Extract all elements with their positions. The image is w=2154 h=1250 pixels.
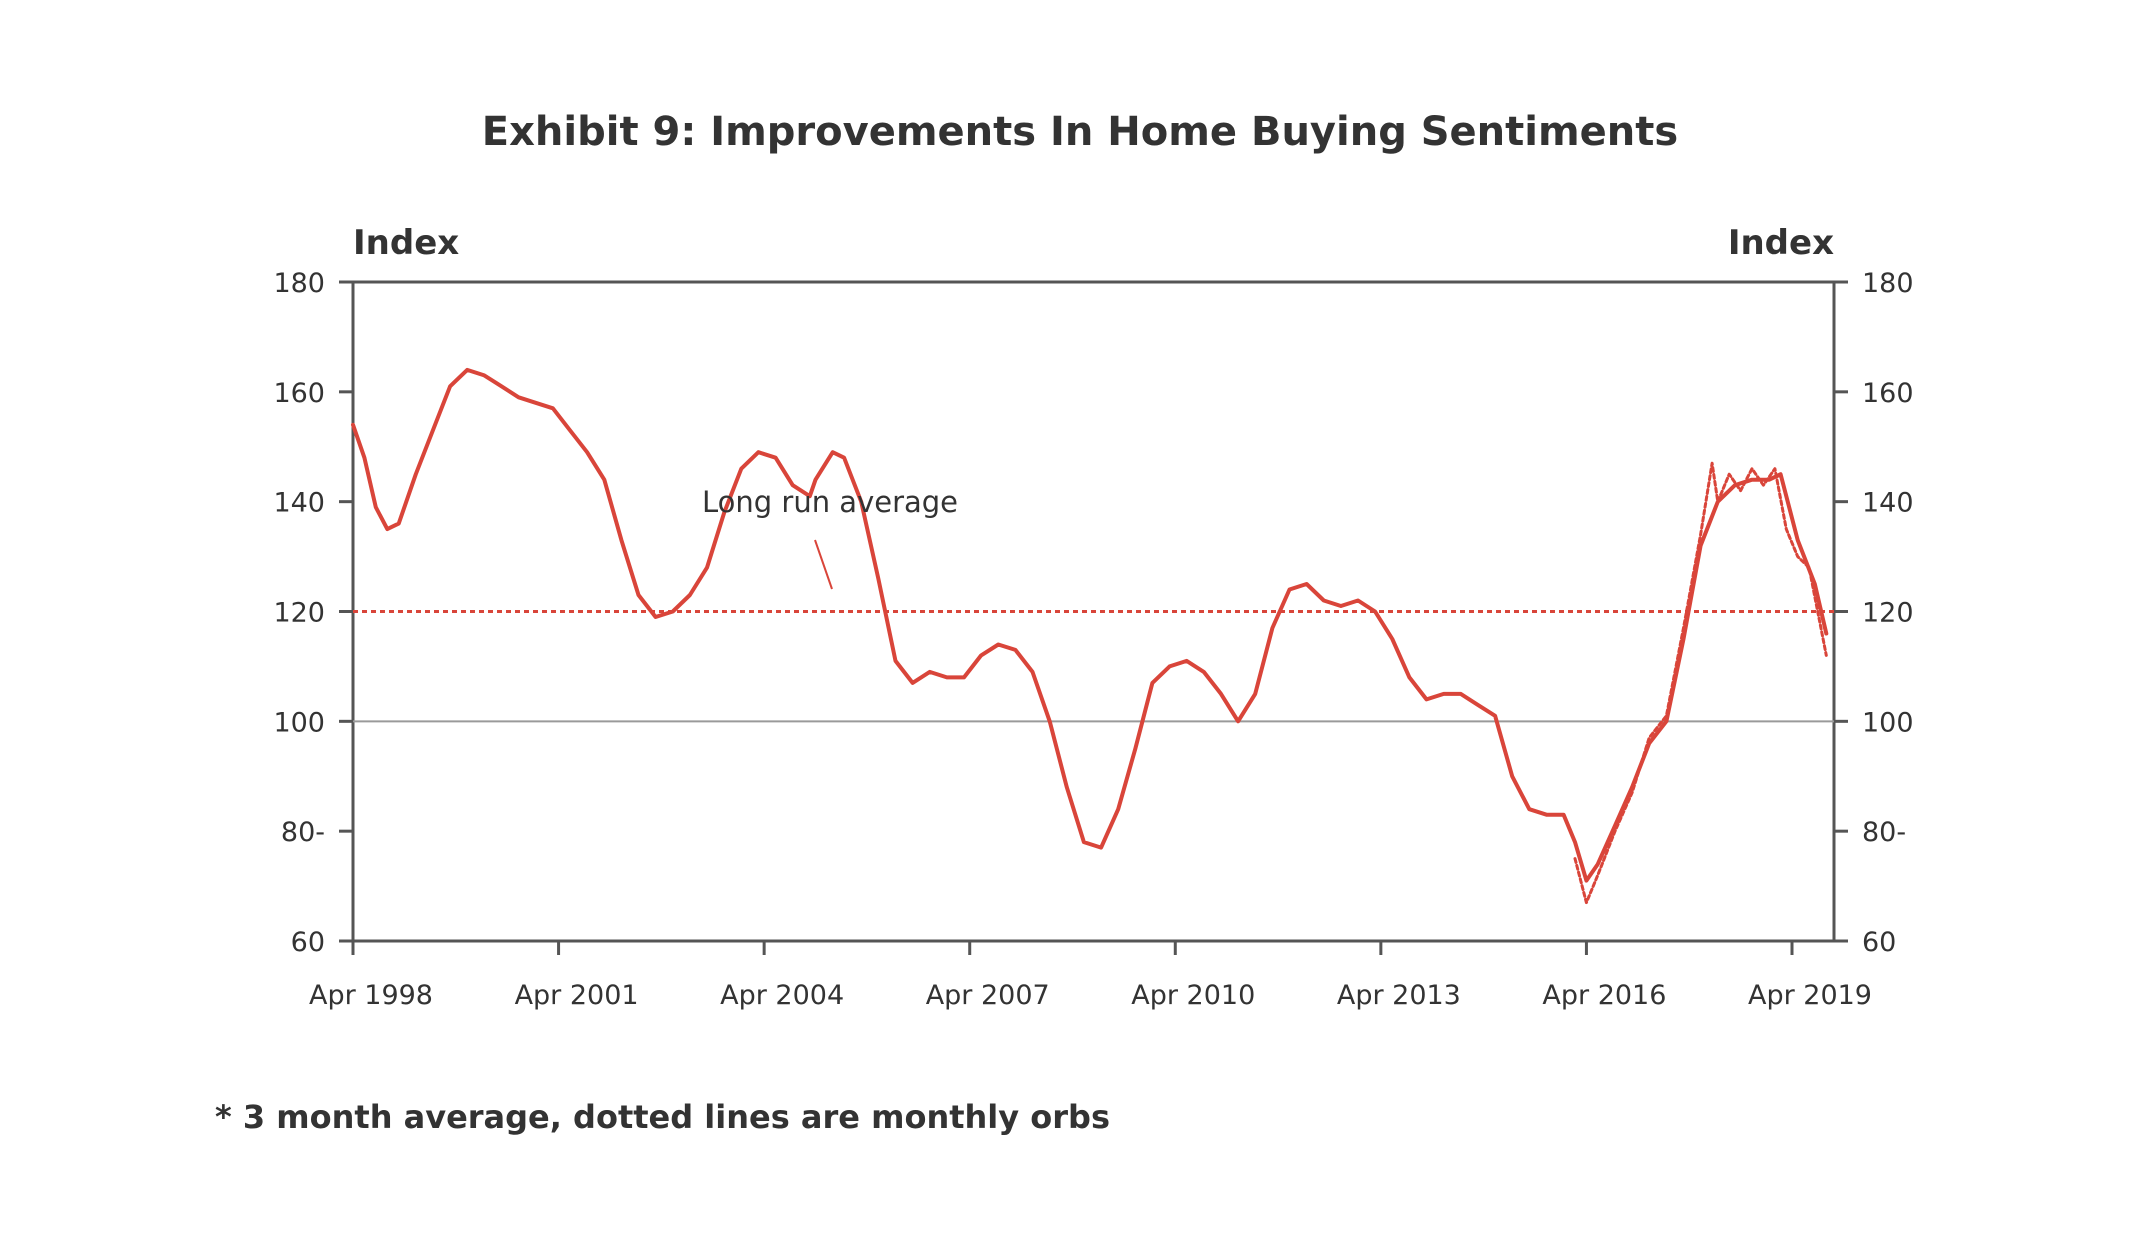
x-tick-label: Apr 2016 <box>1542 980 1666 1011</box>
x-tick-label: Apr 2001 <box>515 980 639 1011</box>
y-tick-right-label: 100 <box>1862 707 1914 738</box>
long-run-average-label: Long run average <box>702 485 958 519</box>
y-tick-left-label: 120 <box>273 598 325 629</box>
y-tick-left-label: 100 <box>273 707 325 738</box>
y-ticks-left: 180 160 140 120 100 80- 60 <box>273 268 353 958</box>
y-tick-right-label: 60 <box>1862 927 1896 958</box>
y-tick-left-label: 80- <box>281 817 325 848</box>
y-ticks-right: 180 160 140 120 100 80- 60 <box>1834 268 1914 958</box>
footnote: * 3 month average, dotted lines are mont… <box>215 1098 1110 1136</box>
y-tick-left-label: 180 <box>273 268 325 299</box>
x-tick-label: Apr 2013 <box>1337 980 1461 1011</box>
y-tick-right-label: 160 <box>1862 378 1914 409</box>
series-monthly-line <box>1573 461 1828 905</box>
series-group <box>351 367 1829 905</box>
chart-title: Exhibit 9: Improvements In Home Buying S… <box>482 109 1678 155</box>
y-axis-right-title: Index <box>1728 223 1834 263</box>
x-ticks: Apr 1998 Apr 2001 Apr 2004 Apr 2007 Apr 2010… <box>309 941 1872 1011</box>
x-tick-label: Apr 2004 <box>720 980 844 1011</box>
y-tick-right-label: 120 <box>1862 598 1914 629</box>
y-tick-left-label: 160 <box>273 378 325 409</box>
series-3-month-average-line <box>351 367 1829 883</box>
y-tick-right-label: 180 <box>1862 268 1914 299</box>
y-tick-right-label: 80- <box>1862 817 1906 848</box>
reference-lines <box>353 610 1834 723</box>
y-axis-left-title: Index <box>353 223 459 263</box>
x-tick-label: Apr 1998 <box>309 980 433 1011</box>
y-tick-left-label: 140 <box>273 488 325 519</box>
x-tick-label: Apr 2010 <box>1131 980 1255 1011</box>
y-tick-left-label: 60 <box>291 927 325 958</box>
y-tick-right-label: 140 <box>1862 488 1914 519</box>
x-tick-label: Apr 2007 <box>926 980 1050 1011</box>
x-tick-label: Apr 2019 <box>1748 980 1872 1011</box>
long-run-average-pointer <box>814 539 833 590</box>
